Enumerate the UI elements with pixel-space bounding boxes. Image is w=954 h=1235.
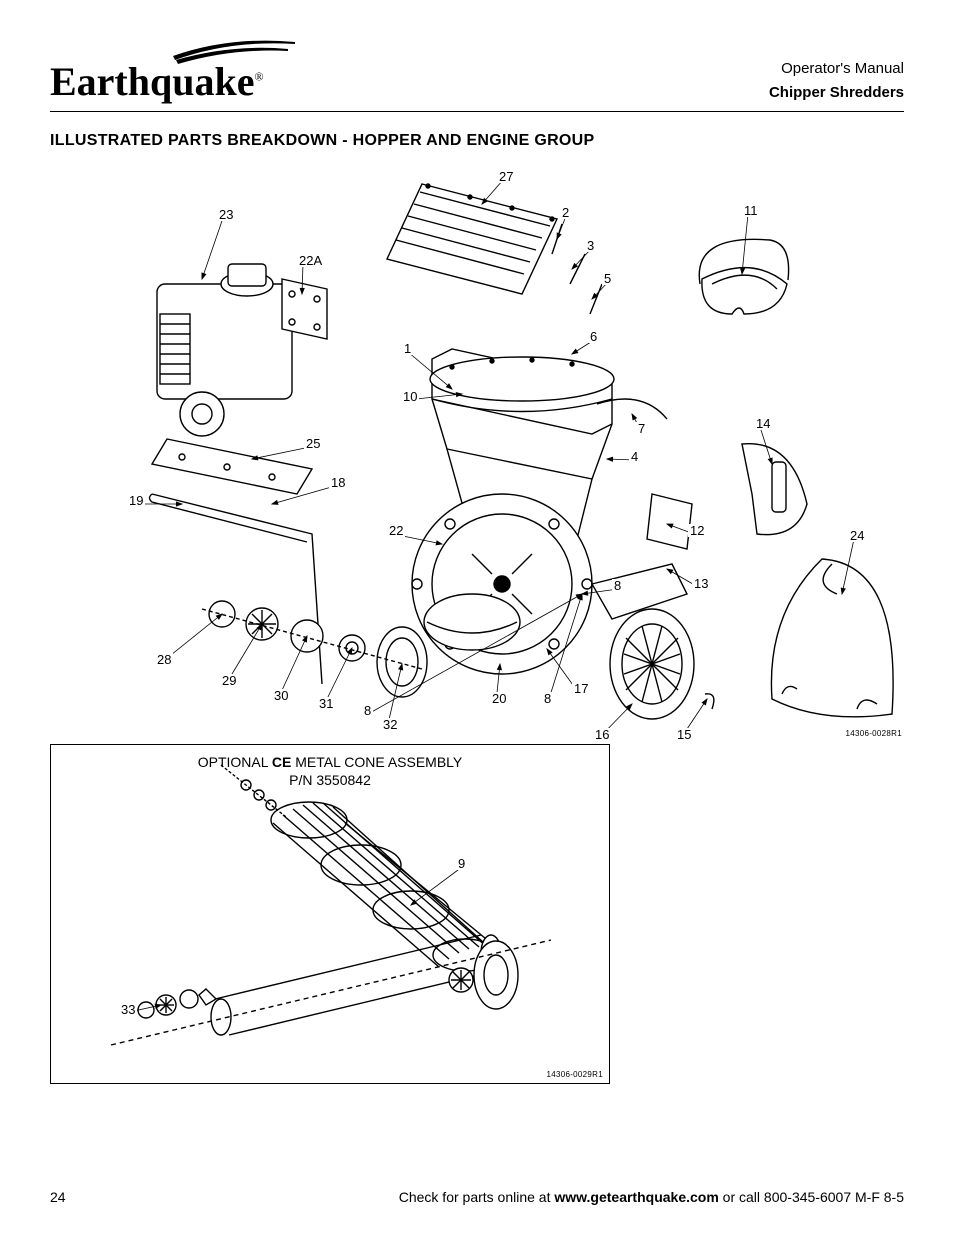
footer-text: Check for parts online at www.getearthqu… bbox=[399, 1189, 904, 1205]
callout-32: 32 bbox=[381, 718, 399, 731]
callout-13: 13 bbox=[692, 577, 710, 590]
product-label: Chipper Shredders bbox=[769, 81, 904, 105]
callout-2: 2 bbox=[560, 206, 571, 219]
callout-20: 20 bbox=[490, 692, 508, 705]
callout-25: 25 bbox=[304, 437, 322, 450]
callout-22A: 22A bbox=[297, 254, 324, 267]
callout-23: 23 bbox=[217, 208, 235, 221]
main-diagram: 14306-0028R1 272321122A35611071425418192… bbox=[52, 164, 902, 744]
page-header: Earthquake® Operator's Manual Chipper Sh… bbox=[50, 40, 904, 112]
callout-8: 8 bbox=[542, 692, 553, 705]
callout-12: 12 bbox=[688, 524, 706, 537]
optional-docnum: 14306-0029R1 bbox=[546, 1070, 603, 1079]
callout-22: 22 bbox=[387, 524, 405, 537]
callout-19: 19 bbox=[127, 494, 145, 507]
callout-3: 3 bbox=[585, 239, 596, 252]
callout-8: 8 bbox=[362, 704, 373, 717]
callout-10: 10 bbox=[401, 390, 419, 403]
footer-url: www.getearthquake.com bbox=[554, 1189, 718, 1205]
callout-16: 16 bbox=[593, 728, 611, 741]
callout-24: 24 bbox=[848, 529, 866, 542]
header-right: Operator's Manual Chipper Shredders bbox=[769, 57, 904, 105]
callout-4: 4 bbox=[629, 450, 640, 463]
callout-6: 6 bbox=[588, 330, 599, 343]
callout-27: 27 bbox=[497, 170, 515, 183]
page-footer: 24 Check for parts online at www.geteart… bbox=[50, 1189, 904, 1205]
main-docnum: 14306-0028R1 bbox=[845, 729, 902, 738]
callout-31: 31 bbox=[317, 697, 335, 710]
callout-9: 9 bbox=[456, 857, 467, 870]
callout-7: 7 bbox=[636, 422, 647, 435]
callout-8: 8 bbox=[612, 579, 623, 592]
callout-28: 28 bbox=[155, 653, 173, 666]
callout-14: 14 bbox=[754, 417, 772, 430]
callout-17: 17 bbox=[572, 682, 590, 695]
main-diagram-svg bbox=[52, 164, 902, 744]
optional-diagram-svg bbox=[51, 745, 611, 1085]
footer-prefix: Check for parts online at bbox=[399, 1189, 555, 1205]
callout-29: 29 bbox=[220, 674, 238, 687]
callout-18: 18 bbox=[329, 476, 347, 489]
page-number: 24 bbox=[50, 1189, 66, 1205]
brand-logo: Earthquake® bbox=[50, 40, 264, 105]
section-title: ILLUSTRATED PARTS BREAKDOWN - HOPPER AND… bbox=[50, 132, 904, 150]
callout-30: 30 bbox=[272, 689, 290, 702]
logo-swoosh-icon bbox=[170, 38, 300, 68]
callout-33: 33 bbox=[119, 1003, 137, 1016]
optional-diagram: OPTIONAL CE METAL CONE ASSEMBLY P/N 3550… bbox=[50, 744, 610, 1084]
callout-1: 1 bbox=[402, 342, 413, 355]
callout-15: 15 bbox=[675, 728, 693, 741]
callout-5: 5 bbox=[602, 272, 613, 285]
registered-mark: ® bbox=[255, 70, 264, 84]
footer-suffix: or call 800-345-6007 M-F 8-5 bbox=[719, 1189, 904, 1205]
manual-label: Operator's Manual bbox=[769, 57, 904, 81]
callout-11: 11 bbox=[742, 204, 760, 217]
